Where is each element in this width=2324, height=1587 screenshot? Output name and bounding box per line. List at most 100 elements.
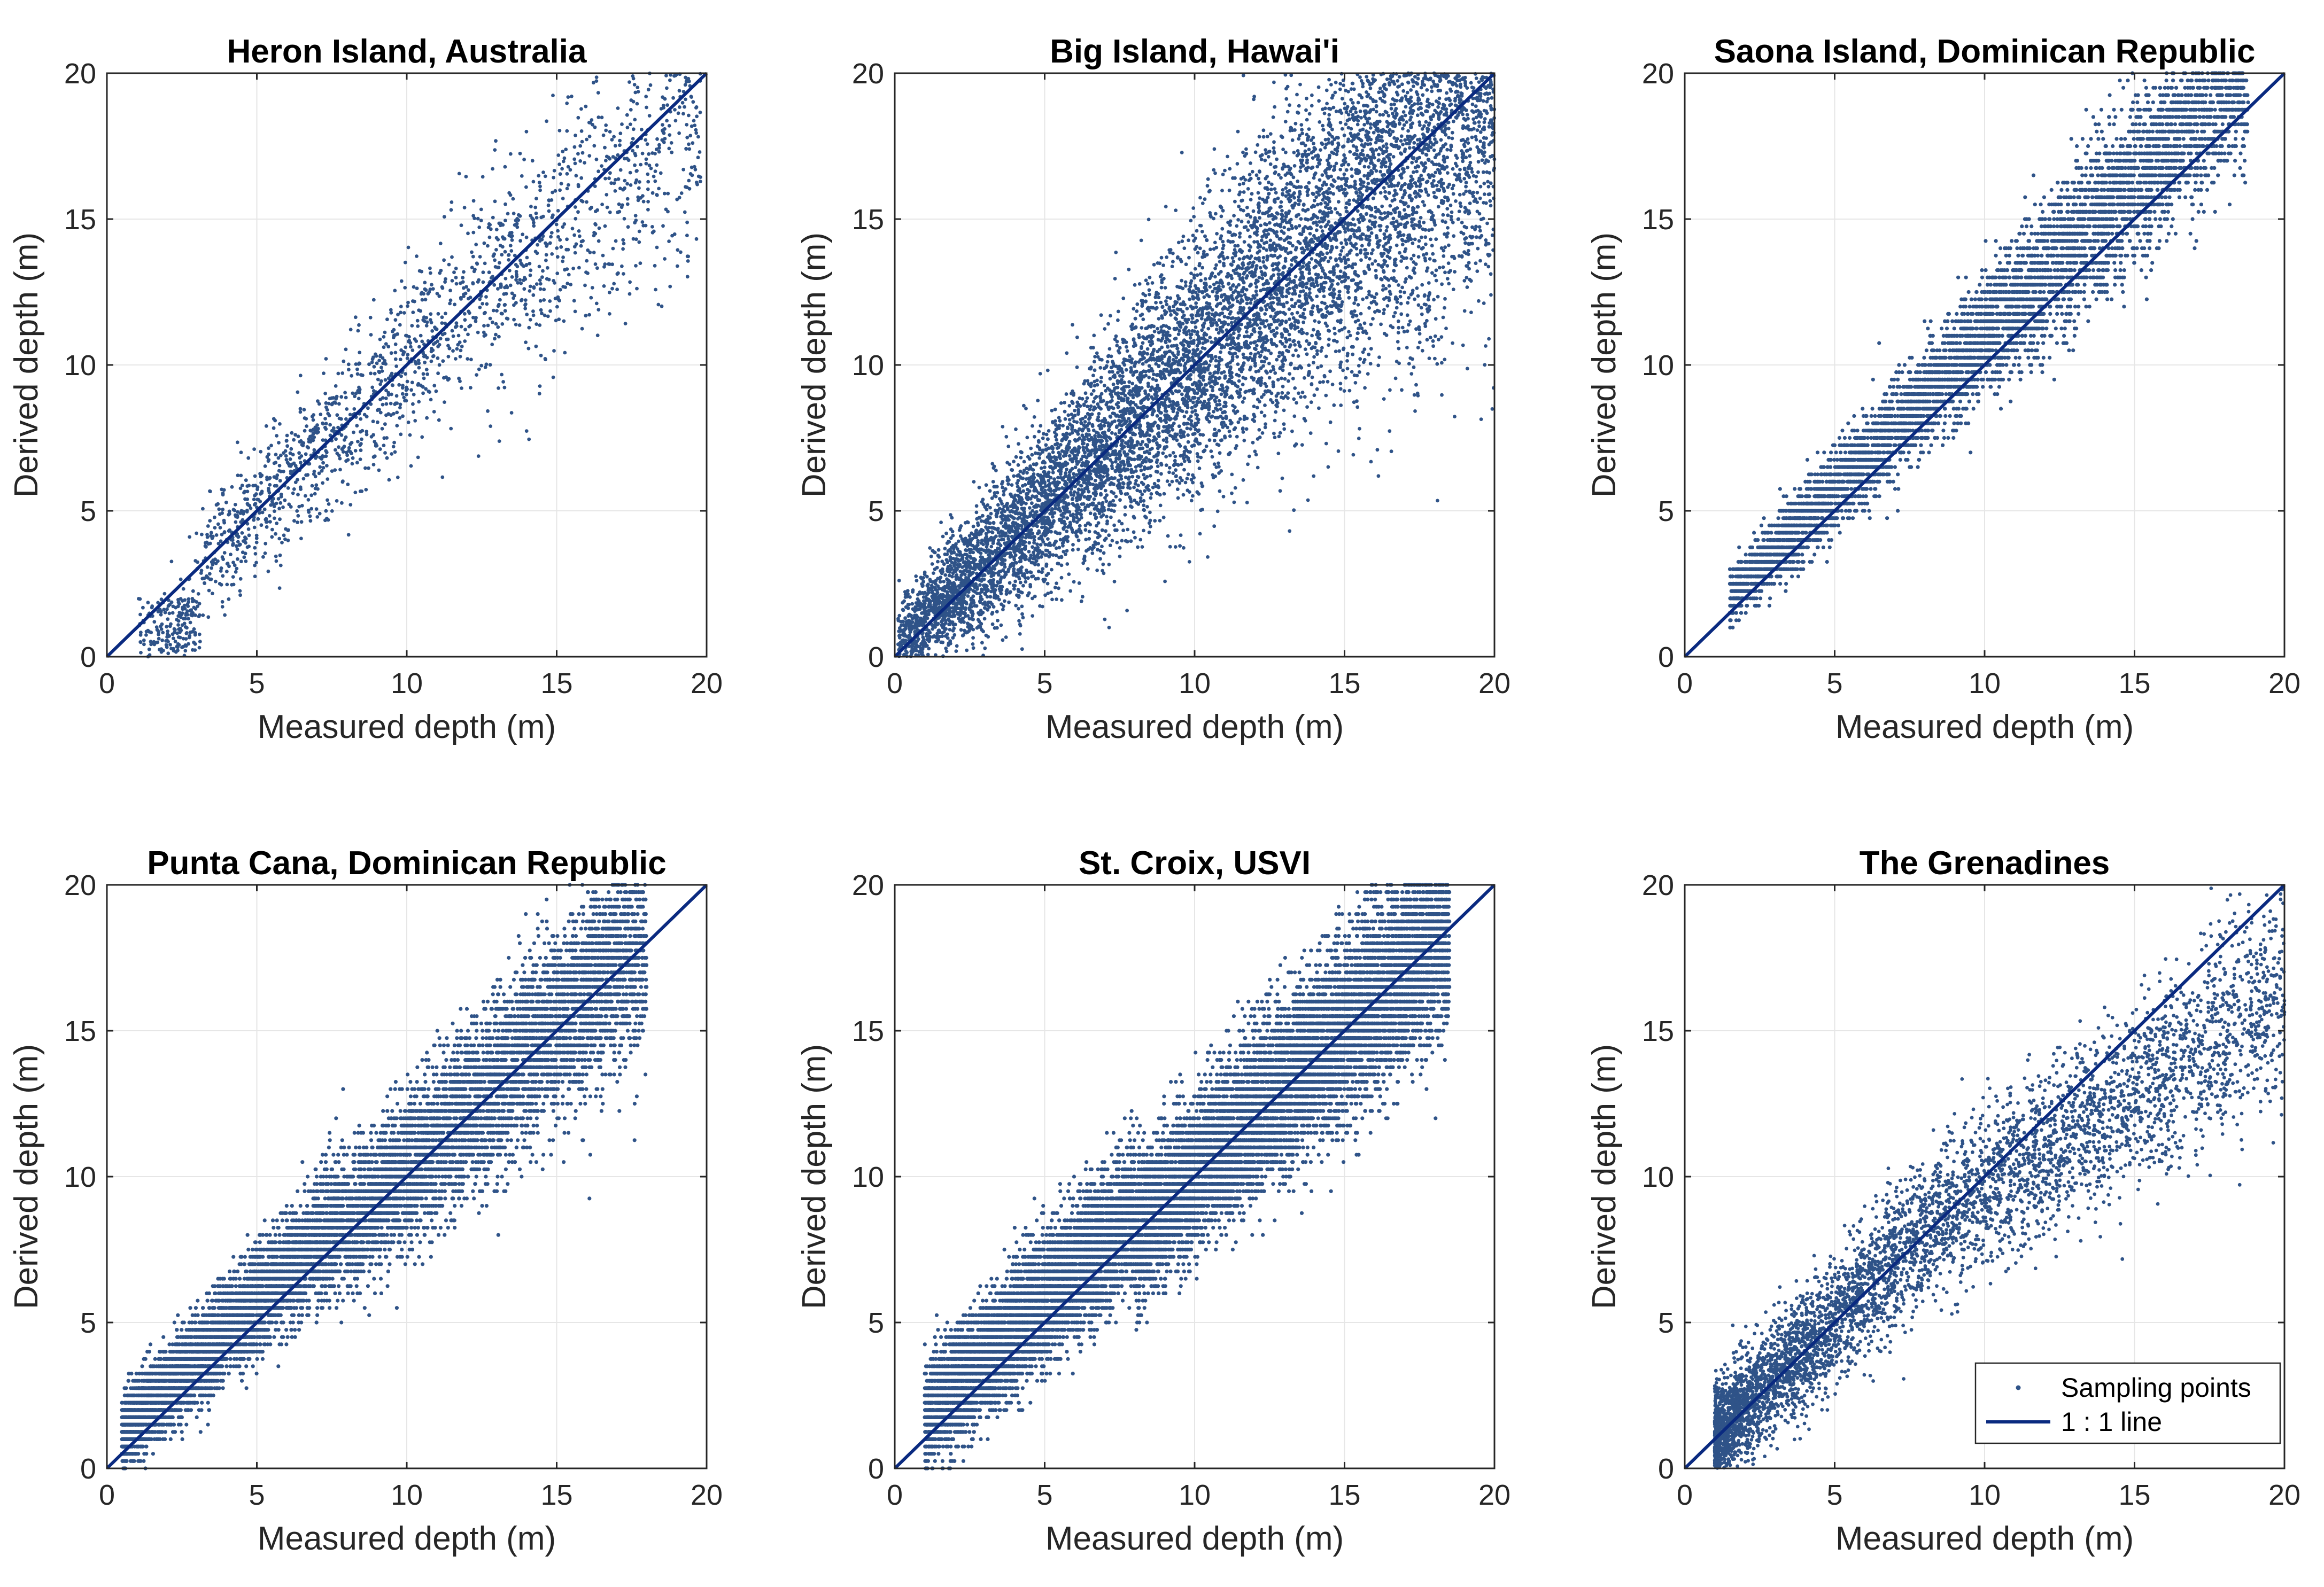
sampling-point bbox=[624, 322, 628, 325]
sampling-point bbox=[150, 606, 154, 610]
sampling-point bbox=[484, 295, 488, 299]
sampling-point bbox=[644, 138, 647, 142]
sampling-point bbox=[492, 283, 496, 287]
sampling-point bbox=[376, 421, 379, 424]
sampling-point bbox=[322, 466, 326, 470]
sampling-point bbox=[447, 355, 451, 359]
sampling-point bbox=[291, 453, 295, 456]
sampling-point bbox=[512, 297, 515, 300]
sampling-point bbox=[307, 510, 311, 514]
sampling-point bbox=[342, 360, 345, 363]
sampling-point bbox=[471, 255, 475, 259]
sampling-point bbox=[529, 274, 532, 277]
sampling-point bbox=[673, 108, 677, 112]
sampling-point bbox=[238, 543, 242, 547]
sampling-point bbox=[478, 255, 482, 259]
sampling-point bbox=[519, 282, 523, 285]
sampling-point bbox=[330, 509, 334, 513]
sampling-point bbox=[378, 338, 382, 341]
sampling-point bbox=[439, 242, 443, 245]
sampling-point bbox=[495, 309, 499, 313]
sampling-point bbox=[273, 484, 277, 488]
sampling-point bbox=[313, 448, 316, 452]
sampling-point bbox=[191, 648, 195, 652]
sampling-point bbox=[330, 429, 334, 433]
sampling-point bbox=[503, 303, 507, 307]
sampling-point bbox=[638, 180, 641, 184]
sampling-point bbox=[282, 470, 285, 473]
sampling-point bbox=[649, 167, 653, 170]
sampling-point bbox=[289, 505, 293, 509]
sampling-point bbox=[607, 262, 610, 266]
sampling-point bbox=[661, 224, 665, 228]
sampling-point bbox=[686, 255, 690, 259]
sampling-point bbox=[193, 642, 197, 646]
sampling-point bbox=[463, 206, 467, 209]
sampling-point bbox=[366, 406, 370, 410]
sampling-point bbox=[296, 391, 299, 394]
sampling-point bbox=[315, 423, 319, 427]
sampling-point bbox=[651, 191, 655, 195]
sampling-point bbox=[278, 501, 282, 505]
sampling-point bbox=[275, 522, 278, 525]
sampling-point bbox=[290, 431, 293, 435]
sampling-point bbox=[318, 512, 322, 516]
sampling-point bbox=[486, 409, 490, 413]
sampling-point bbox=[542, 298, 546, 302]
sampling-point bbox=[168, 603, 172, 606]
sampling-point bbox=[500, 373, 503, 377]
sampling-point bbox=[620, 205, 624, 209]
sampling-point bbox=[558, 238, 562, 242]
sampling-point bbox=[657, 143, 661, 147]
sampling-point bbox=[156, 641, 159, 644]
sampling-point bbox=[646, 208, 650, 212]
sampling-point bbox=[399, 357, 402, 361]
sampling-point bbox=[236, 440, 239, 444]
sampling-point bbox=[431, 287, 435, 291]
sampling-point bbox=[584, 105, 588, 108]
sampling-point bbox=[451, 329, 454, 333]
sampling-point bbox=[175, 618, 179, 621]
sampling-point bbox=[221, 600, 224, 604]
sampling-point bbox=[663, 257, 667, 261]
sampling-point bbox=[553, 281, 556, 285]
sampling-point bbox=[357, 323, 361, 327]
sampling-point bbox=[322, 371, 326, 375]
sampling-point bbox=[596, 333, 600, 337]
sampling-point bbox=[648, 114, 652, 118]
sampling-point bbox=[327, 518, 330, 522]
sampling-point bbox=[696, 155, 700, 159]
sampling-point bbox=[207, 589, 211, 593]
sampling-point bbox=[587, 154, 591, 158]
sampling-point bbox=[495, 228, 499, 231]
sampling-point bbox=[500, 322, 504, 326]
sampling-point bbox=[525, 236, 529, 239]
sampling-point bbox=[655, 137, 659, 141]
sampling-point bbox=[565, 102, 569, 105]
sampling-point bbox=[574, 310, 577, 314]
sampling-point bbox=[273, 509, 276, 513]
sampling-point bbox=[497, 335, 501, 339]
sampling-point bbox=[598, 227, 601, 230]
sampling-point bbox=[565, 172, 569, 176]
sampling-point bbox=[244, 541, 247, 544]
sampling-point bbox=[303, 416, 307, 420]
sampling-point bbox=[326, 412, 330, 416]
sampling-point bbox=[600, 164, 603, 168]
sampling-point bbox=[429, 271, 432, 275]
sampling-point bbox=[301, 441, 305, 445]
sampling-point bbox=[440, 315, 444, 319]
sampling-point bbox=[185, 626, 189, 630]
sampling-point bbox=[610, 287, 614, 291]
sampling-point bbox=[617, 210, 621, 214]
sampling-point bbox=[666, 192, 670, 196]
sampling-point bbox=[405, 387, 409, 391]
sampling-point bbox=[191, 600, 195, 603]
sampling-point bbox=[472, 216, 476, 220]
sampling-point bbox=[503, 309, 507, 313]
chart-panel-1: 0 5 10 15 2005101520Heron Island, AustraliaM… bbox=[8, 33, 723, 745]
sampling-point bbox=[509, 244, 513, 247]
sampling-point bbox=[446, 378, 450, 382]
sampling-point bbox=[274, 453, 278, 456]
sampling-point bbox=[450, 200, 454, 204]
